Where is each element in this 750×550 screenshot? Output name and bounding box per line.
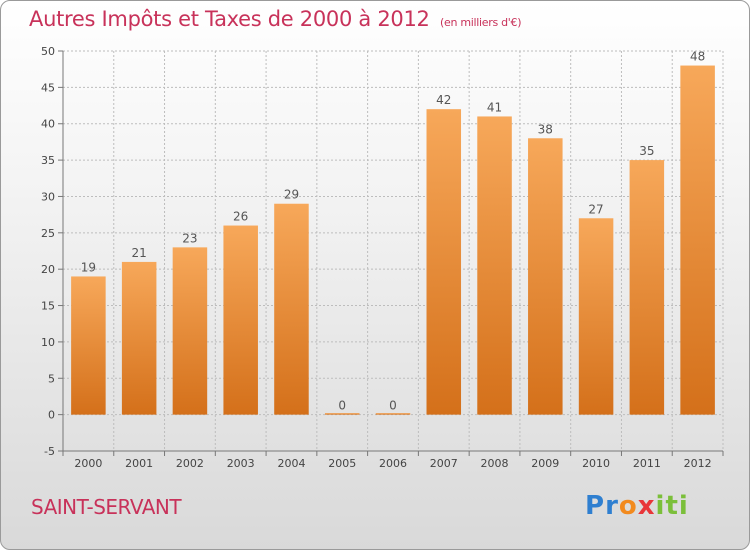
bar: [71, 276, 106, 415]
y-tick-label: 50: [41, 45, 55, 58]
y-tick-label: 40: [41, 118, 55, 131]
logo-letter: t: [665, 491, 679, 521]
data-label: 42: [436, 93, 451, 107]
chart-title: Autres Impôts et Taxes de 2000 à 2012 (e…: [29, 7, 521, 31]
x-tick-label: 2001: [125, 457, 153, 470]
data-label: 23: [182, 231, 197, 245]
x-tick-label: 2010: [582, 457, 610, 470]
bar: [172, 247, 208, 415]
bar: [528, 138, 563, 415]
data-label: 0: [389, 399, 397, 413]
data-label: 48: [690, 50, 705, 64]
bars: [71, 65, 715, 415]
bar: [680, 65, 715, 415]
bar: [629, 160, 665, 415]
bar: [477, 116, 512, 415]
data-label: 27: [588, 202, 603, 216]
data-label: 0: [338, 399, 346, 413]
data-label: 21: [132, 246, 147, 260]
x-tick-label: 2009: [531, 457, 559, 470]
chart-subtitle: (en milliers d'€): [440, 16, 522, 29]
y-tick-label: 35: [41, 154, 55, 167]
bar: [324, 413, 360, 415]
logo-letter: i: [678, 491, 689, 521]
y-tick-label: -5: [44, 445, 55, 458]
x-tick-label: 2000: [74, 457, 102, 470]
data-label: 38: [538, 122, 553, 136]
chart-title-text: Autres Impôts et Taxes de 2000 à 2012: [29, 7, 430, 31]
logo-letter: P: [585, 491, 606, 521]
labels: 19 2000 21 2001 23 2002 26 2003 29 2004 0 2005 0 2006…: [74, 50, 711, 470]
bar: [578, 218, 614, 415]
x-tick-label: 2012: [684, 457, 712, 470]
data-label: 41: [487, 100, 502, 114]
x-tick-label: 2003: [227, 457, 255, 470]
y-tick-label: 45: [41, 81, 55, 94]
x-tick-label: 2005: [328, 457, 356, 470]
x-tick-label: 2002: [176, 457, 204, 470]
logo-letter: i: [655, 491, 666, 521]
x-tick-label: 2007: [430, 457, 458, 470]
y-tick-label: 0: [48, 409, 55, 422]
y-tick-label: 10: [41, 336, 55, 349]
bar: [274, 203, 309, 415]
location-label: SAINT-SERVANT: [31, 495, 182, 519]
x-tick-label: 2008: [481, 457, 509, 470]
logo-letter: x: [637, 491, 656, 521]
data-label: 35: [639, 144, 654, 158]
x-tick-label: 2006: [379, 457, 407, 470]
y-tick-label: 30: [41, 190, 55, 203]
axes: -5 0 5 10 15 20 25 30 35 40 45 50: [41, 45, 724, 458]
bar: [223, 225, 258, 415]
y-tick-label: 15: [41, 300, 55, 313]
bar: [121, 261, 157, 415]
x-tick-label: 2011: [633, 457, 661, 470]
data-label: 19: [81, 260, 96, 274]
data-label: 29: [284, 188, 299, 202]
bar: [375, 413, 411, 415]
logo-letter: r: [605, 491, 619, 521]
proxiti-logo: Proxiti: [585, 491, 689, 521]
x-tick-label: 2004: [277, 457, 305, 470]
data-label: 26: [233, 210, 248, 224]
logo-letter: o: [618, 491, 638, 521]
bar: [426, 109, 462, 415]
y-tick-label: 5: [48, 372, 55, 385]
y-tick-label: 20: [41, 263, 55, 276]
grid-lines: [62, 50, 724, 452]
y-tick-label: 25: [41, 227, 55, 240]
